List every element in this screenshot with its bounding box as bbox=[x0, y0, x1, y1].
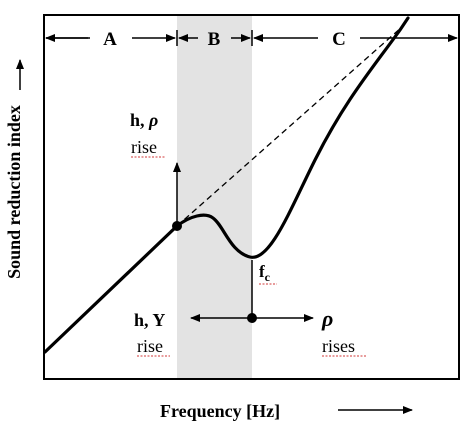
sound-reduction-curve bbox=[43, 16, 410, 354]
region-label-b: B bbox=[208, 29, 221, 50]
coincidence-point bbox=[247, 313, 257, 323]
mass-law-extension bbox=[176, 26, 403, 227]
region-b-shade bbox=[177, 15, 252, 379]
coincidence-label-main: f bbox=[259, 262, 265, 281]
coincidence-label: fc bbox=[259, 262, 271, 284]
plot-frame bbox=[43, 14, 460, 380]
lower-right-sub: rises bbox=[322, 336, 355, 356]
coincidence-label-sub: c bbox=[265, 270, 271, 284]
x-axis-label: Frequency [Hz] bbox=[160, 401, 280, 421]
region-label-c: C bbox=[332, 29, 346, 50]
lower-left-title: h, Y bbox=[134, 310, 165, 330]
upper-left-title: h, ρ bbox=[130, 110, 158, 130]
upper-left-title-rho: ρ bbox=[148, 110, 158, 130]
lower-left-sub: rise bbox=[137, 336, 163, 356]
upper-left-title-main: h, bbox=[130, 110, 149, 130]
y-axis-label: Sound reduction index bbox=[4, 105, 24, 279]
lower-right-title: ρ bbox=[321, 306, 333, 331]
region-label-a: A bbox=[103, 29, 117, 50]
upper-left-sub: rise bbox=[131, 137, 157, 157]
mass-law-point bbox=[172, 221, 182, 231]
